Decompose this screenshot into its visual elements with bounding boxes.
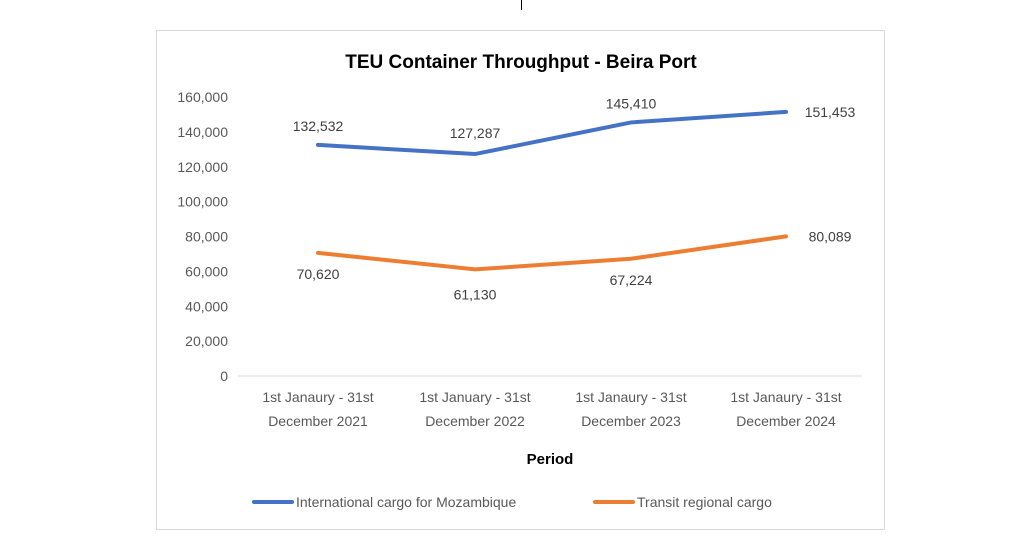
chart-title: TEU Container Throughput - Beira Port: [345, 52, 697, 73]
x-tick-label: December 2024: [736, 413, 836, 429]
series-line-1: [316, 234, 788, 272]
data-label: 67,224: [610, 272, 653, 288]
legend-label: Transit regional cargo: [637, 494, 772, 510]
y-tick-label: 20,000: [185, 333, 228, 349]
y-tick-label: 60,000: [185, 263, 228, 279]
y-tick-label: 0: [220, 368, 228, 384]
x-tick-label: December 2022: [425, 413, 525, 429]
y-tick-label: 140,000: [177, 124, 228, 140]
y-tick-label: 80,000: [185, 229, 228, 245]
data-label: 132,532: [293, 118, 344, 134]
x-axis-title: Period: [527, 451, 574, 468]
x-tick-label: 1st Janaury - 31st: [730, 389, 841, 405]
legend-label: International cargo for Mozambique: [296, 494, 516, 510]
y-tick-label: 40,000: [185, 298, 228, 314]
data-label: 70,620: [297, 266, 340, 282]
x-tick-label: 1st Janaury - 31st: [575, 389, 686, 405]
x-tick-label: 1st Janaury - 31st: [262, 389, 373, 405]
y-tick-label: 120,000: [177, 159, 228, 175]
y-tick-label: 160,000: [177, 89, 228, 105]
data-label: 127,287: [450, 125, 501, 141]
text-cursor: [521, 0, 522, 10]
y-tick-label: 100,000: [177, 194, 228, 210]
chart-frame: [156, 30, 885, 530]
data-label: 151,453: [805, 104, 856, 120]
data-label: 80,089: [809, 228, 852, 244]
x-tick-label: December 2021: [268, 413, 368, 429]
data-label: 145,410: [606, 95, 657, 111]
x-tick-label: December 2023: [581, 413, 681, 429]
series-line-0: [316, 109, 788, 157]
data-label: 61,130: [454, 286, 497, 302]
x-tick-label: 1st January - 31st: [419, 389, 530, 405]
